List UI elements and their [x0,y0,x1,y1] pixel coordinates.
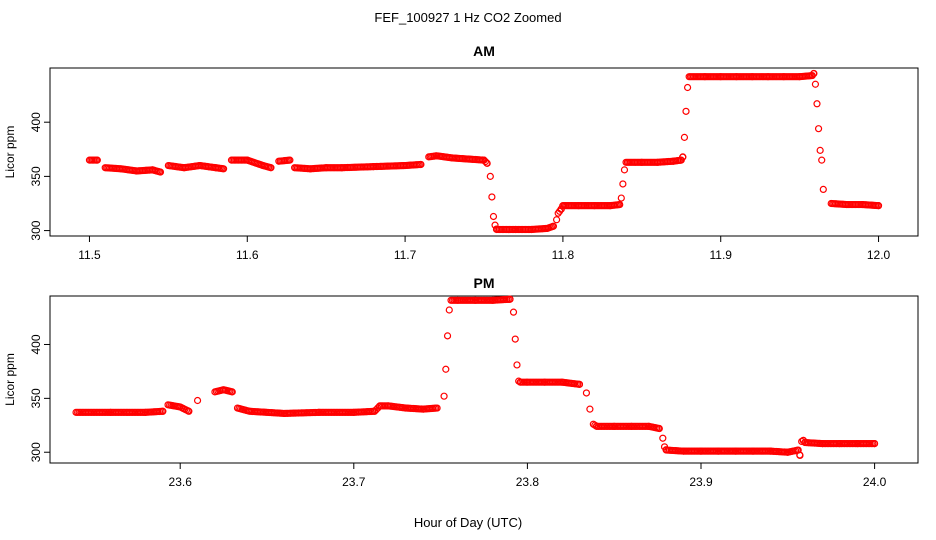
data-point [552,216,561,224]
data-point [513,361,521,369]
data-point [156,168,165,176]
data-point [511,335,519,343]
data-point [417,160,425,169]
x-tick-label: 12.0 [867,248,891,262]
data-point [506,295,514,303]
data-point [819,185,827,193]
plot-frame [49,67,919,237]
data-point [185,407,193,415]
data-point [659,434,667,442]
data-point [489,212,498,221]
data-point [509,308,518,316]
data-point [682,107,690,115]
data-point [483,159,491,167]
data-point [813,100,821,108]
data-point [220,165,228,173]
data-point [616,200,624,209]
x-tick-label: 11.9 [709,248,732,262]
y-axis-label: Licor ppm [3,353,17,406]
series-0-points [72,295,879,460]
y-axis-label: Licor ppm [3,126,17,179]
y-tick-label: 300 [29,220,43,240]
data-point [617,194,625,202]
data-point [811,80,820,88]
series-0-points [85,69,883,234]
data-point [655,424,663,433]
x-tick-label: 23.7 [342,475,366,489]
data-point [874,202,883,210]
x-axis-label: Hour of Day (UTC) [413,515,523,530]
x-tick-label: 11.5 [78,248,101,262]
data-point [575,380,584,388]
data-point [620,166,629,174]
y-tick-label: 400 [29,334,43,354]
plot-frame [49,295,919,464]
data-point [486,172,494,180]
data-point [586,405,594,413]
am-panel-title: AM [473,43,495,59]
pm-panel-title: PM [473,275,495,291]
data-point [445,306,453,314]
x-tick-label: 23.6 [169,475,193,489]
data-point [619,180,627,188]
data-point [440,392,448,400]
data-point [810,69,818,78]
x-tick-label: 23.8 [516,475,540,489]
data-point [549,222,558,230]
data-point [679,153,687,161]
data-point [481,157,490,166]
y-tick-label: 400 [29,112,43,132]
data-point [582,389,591,397]
data-point [267,164,275,172]
data-point [193,396,202,405]
x-tick-label: 24.0 [863,475,887,489]
x-tick-label: 11.8 [552,248,575,262]
y-tick-label: 300 [29,442,43,462]
data-point [814,125,823,133]
data-point [93,156,101,164]
data-point [683,83,692,92]
x-tick-label: 11.6 [236,248,259,262]
data-point [286,156,294,164]
data-point [442,365,450,373]
data-point [433,404,441,412]
figure-title: FEF_100927 1 Hz CO2 Zoomed [374,10,562,25]
data-point [228,388,236,396]
data-point [870,440,879,448]
pm-panel: 23.6 23.7 23.8 23.9 24.0 300 350 400 Licor ppm [3,295,919,489]
x-tick-label: 23.9 [689,475,713,489]
data-point [796,451,804,460]
data-point [159,407,167,415]
am-panel: 11.5 11.6 11.7 11.8 11.9 12.0 300 350 400 Licor p… [3,67,919,262]
y-tick-label: 350 [29,388,43,408]
data-point [680,133,689,141]
y-tick-label: 350 [29,166,43,186]
data-point [488,193,496,201]
x-tick-label: 11.7 [394,248,417,262]
data-point [818,156,826,164]
data-point [816,146,824,154]
data-point [443,332,452,340]
